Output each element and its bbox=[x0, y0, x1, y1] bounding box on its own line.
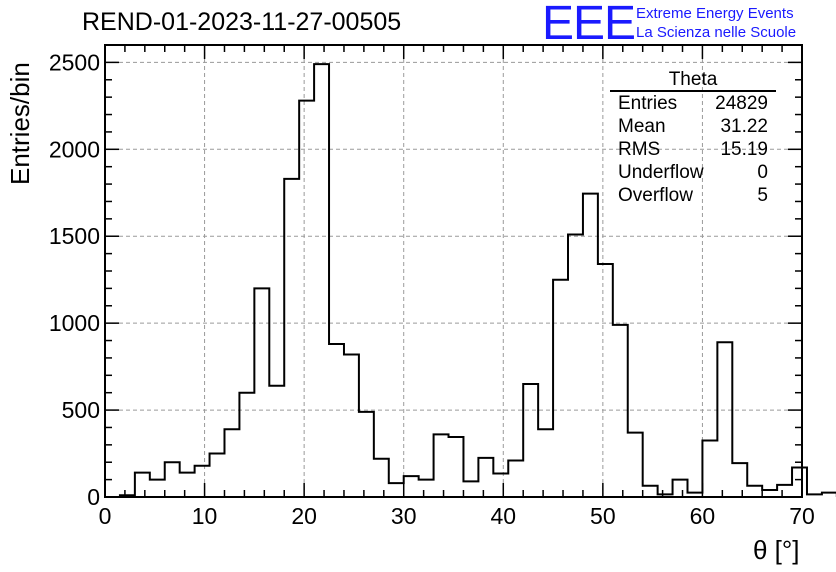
stats-box-title: Theta bbox=[610, 70, 776, 92]
x-tick-label: 40 bbox=[490, 503, 516, 529]
logo-caption-line-1: Extreme Energy Events bbox=[636, 5, 794, 22]
stats-label: Overflow bbox=[618, 185, 693, 206]
y-tick-label: 500 bbox=[62, 397, 100, 423]
stats-label: Entries bbox=[618, 93, 678, 114]
stats-label: Mean bbox=[618, 116, 666, 137]
chart-title: REND-01-2023-11-27-00505 bbox=[82, 8, 402, 36]
y-tick-label: 2500 bbox=[49, 49, 100, 75]
x-tick-label: 10 bbox=[192, 503, 218, 529]
x-tick-label: 20 bbox=[291, 503, 317, 529]
y-tick-label: 1000 bbox=[49, 310, 100, 336]
x-tick-label: 30 bbox=[391, 503, 417, 529]
x-tick-label: 70 bbox=[789, 503, 815, 529]
x-tick-label: 50 bbox=[590, 503, 616, 529]
logo-caption: Extreme Energy Events La Scienza nelle S… bbox=[636, 4, 796, 42]
y-tick-label: 0 bbox=[87, 484, 100, 510]
logo-caption-line-2: La Scienza nelle Scuole bbox=[636, 24, 797, 41]
histogram-series-line bbox=[118, 63, 836, 497]
y-tick-label: 1500 bbox=[49, 223, 100, 249]
x-tick-label: 60 bbox=[690, 503, 716, 529]
stats-value: 5 bbox=[757, 185, 768, 206]
grid-lines bbox=[105, 45, 802, 497]
stats-row-underflow: Underflow 0 bbox=[610, 161, 776, 184]
stats-row-overflow: Overflow 5 bbox=[610, 184, 776, 207]
stats-row-entries: Entries 24829 bbox=[610, 92, 776, 115]
stats-row-mean: Mean 31.22 bbox=[610, 115, 776, 138]
x-tick-label: 0 bbox=[99, 503, 112, 529]
stats-box: Theta Entries 24829 Mean 31.22 RMS 15.19… bbox=[610, 70, 776, 207]
x-axis-label: θ [°] bbox=[753, 535, 800, 565]
y-tick-label: 2000 bbox=[49, 136, 100, 162]
stats-value: 24829 bbox=[715, 93, 768, 114]
stats-value: 0 bbox=[757, 162, 768, 183]
stats-row-rms: RMS 15.19 bbox=[610, 138, 776, 161]
stats-label: RMS bbox=[618, 139, 661, 160]
eee-logo: EEE bbox=[542, 0, 636, 50]
stats-label: Underflow bbox=[618, 162, 704, 183]
y-axis-label: Entries/bin bbox=[5, 62, 35, 185]
stats-value: 15.19 bbox=[720, 139, 768, 160]
plot-frame bbox=[104, 44, 803, 498]
stats-value: 31.22 bbox=[720, 116, 768, 137]
